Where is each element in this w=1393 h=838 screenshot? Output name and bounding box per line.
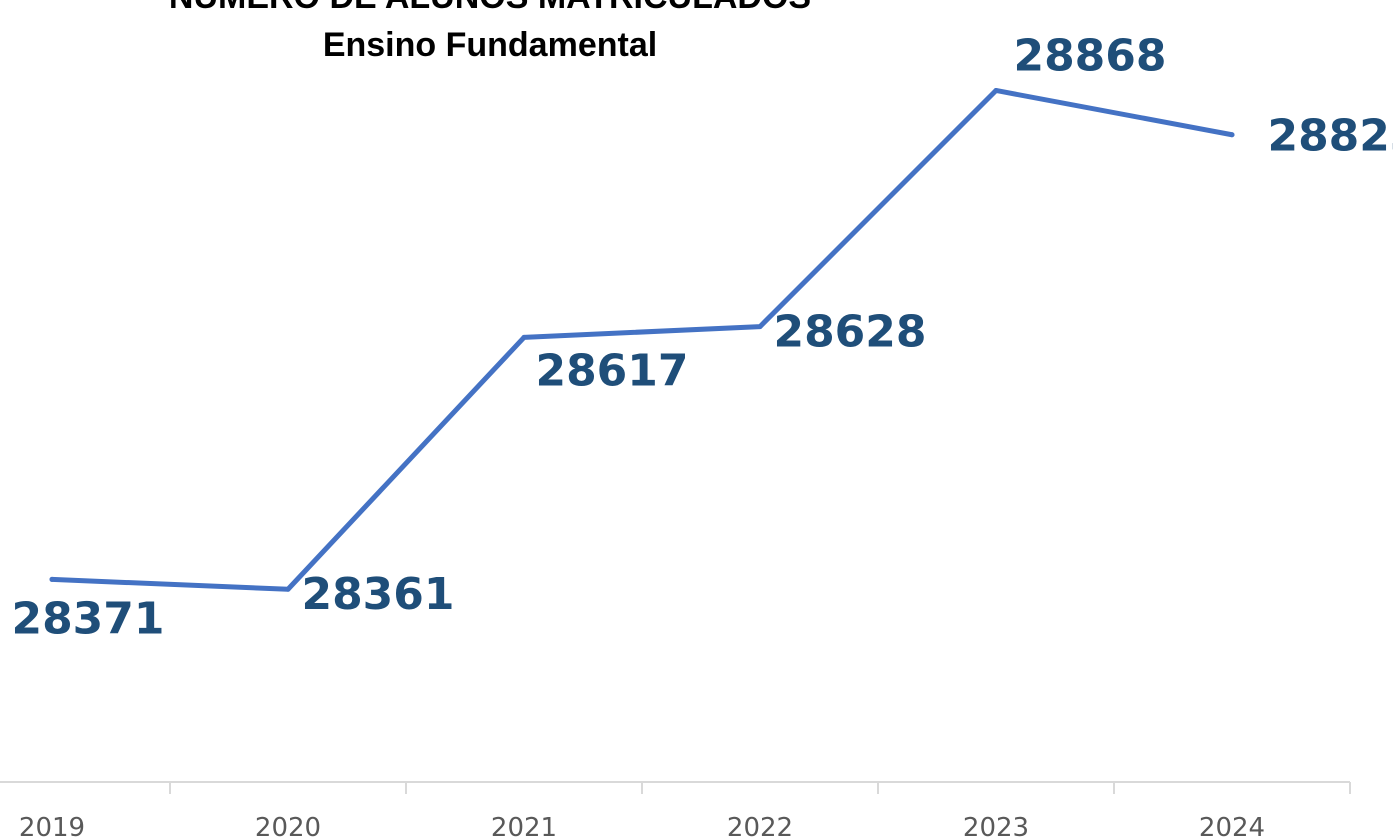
data-label: 28868 (1013, 30, 1166, 81)
x-tick-label-layer: 2019 2020 2021 2022 2023 2024 (19, 813, 1265, 838)
data-label: 28823 (1267, 111, 1393, 162)
x-axis (0, 781, 1351, 794)
x-tick-label: 2021 (491, 813, 557, 838)
x-tick-label: 2020 (255, 813, 321, 838)
data-point (1229, 132, 1235, 138)
chart-subtitle: Ensino Fundamental (323, 26, 657, 64)
chart-title: NÚMERO DE ALUNOS MATRICULADOS (169, 0, 811, 16)
data-point (757, 324, 763, 330)
x-tick-label: 2022 (727, 813, 793, 838)
data-point (285, 586, 291, 592)
data-point (521, 334, 527, 340)
x-tick-label: 2019 (19, 813, 85, 838)
data-label: 28371 (11, 593, 164, 644)
data-point (49, 576, 55, 582)
x-tick-label: 2023 (963, 813, 1029, 838)
data-label: 28617 (535, 345, 688, 396)
data-label-layer: 28371 28361 28617 28628 28868 28823 (11, 30, 1393, 644)
data-label: 28361 (301, 569, 454, 620)
data-label: 28628 (773, 307, 926, 358)
series-line (49, 87, 1235, 592)
x-tick-label: 2024 (1199, 813, 1265, 838)
data-point (993, 87, 999, 93)
series-line-layer (49, 87, 1235, 592)
